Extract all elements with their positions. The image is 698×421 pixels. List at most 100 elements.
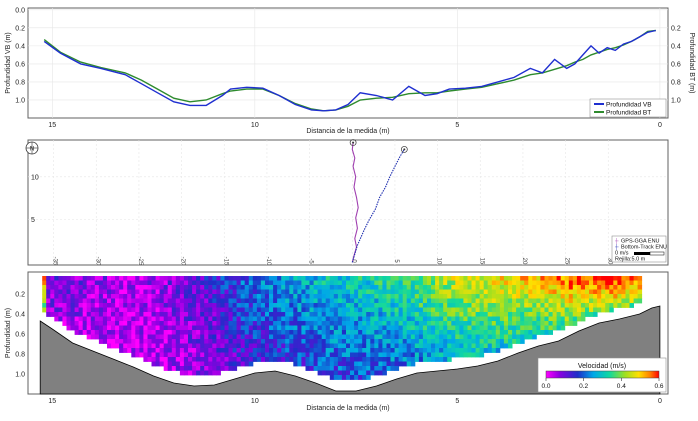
velocity-cell — [196, 303, 201, 308]
velocity-cell — [139, 312, 144, 317]
velocity-cell — [289, 325, 294, 331]
velocity-cell — [135, 285, 140, 290]
velocity-cell — [422, 276, 428, 281]
velocity-cell — [220, 312, 225, 317]
velocity-cell — [309, 361, 314, 367]
velocity-cell — [536, 330, 541, 335]
velocity-cell — [236, 307, 242, 313]
velocity-cell — [382, 321, 387, 326]
velocity-cell — [544, 276, 549, 281]
velocity-cell — [593, 289, 598, 295]
velocity-cell — [625, 303, 630, 308]
velocity-cell — [386, 325, 391, 331]
velocity-cell — [398, 303, 404, 308]
velocity-cell — [183, 307, 189, 313]
velocity-cell — [337, 280, 343, 286]
velocity-cell — [516, 316, 521, 322]
velocity-cell — [443, 321, 448, 326]
velocity-cell — [281, 285, 286, 290]
velocity-cell — [337, 343, 343, 349]
velocity-cell — [512, 339, 517, 344]
velocity-cell — [252, 294, 258, 299]
velocity-cell — [512, 298, 517, 304]
velocity-cell — [362, 375, 367, 380]
velocity-cell — [269, 298, 274, 304]
velocity-cell — [98, 298, 104, 304]
velocity-cell — [605, 280, 610, 286]
velocity-cell — [467, 330, 472, 335]
colorbar-ticks: 0.0 0.2 0.4 0.6 — [541, 378, 664, 390]
velocity-cell — [402, 303, 408, 308]
velocity-cell — [281, 294, 286, 299]
velocity-cell — [512, 316, 517, 322]
velocity-cell — [123, 294, 128, 299]
velocity-cell — [621, 285, 626, 290]
velocity-cell — [427, 348, 432, 353]
velocity-cell — [390, 298, 395, 304]
velocity-cell — [410, 339, 416, 344]
velocity-cell — [167, 303, 173, 308]
velocity-cell — [459, 294, 464, 299]
velocity-cell — [516, 276, 521, 281]
velocity-cell — [305, 298, 310, 304]
velocity-cell — [285, 330, 290, 335]
velocity-cell — [414, 339, 420, 344]
velocity-cell — [256, 330, 262, 335]
velocity-cell — [66, 321, 71, 326]
velocity-cell — [256, 316, 262, 322]
velocity-cell — [70, 312, 75, 317]
velocity-cell — [390, 352, 395, 358]
velocity-cell — [285, 352, 290, 358]
velocity-cell — [200, 316, 205, 322]
velocity-cell — [346, 285, 351, 290]
velocity-cell — [321, 280, 327, 286]
velocity-cell — [78, 303, 84, 308]
velocity-cell — [321, 370, 327, 376]
velocity-cell — [459, 312, 464, 317]
velocity-cell — [232, 348, 238, 353]
velocity-cell — [560, 325, 566, 331]
velocity-cell — [111, 325, 116, 331]
velocity-cell — [74, 312, 80, 317]
velocity-cell — [252, 303, 258, 308]
velocity-cell — [544, 298, 549, 304]
velocity-cell — [196, 276, 201, 281]
velocity-cell — [301, 330, 306, 335]
velocity-cell — [269, 330, 274, 335]
velocity-cell — [503, 321, 509, 326]
velocity-cell — [143, 285, 148, 290]
velocity-cell — [277, 352, 282, 358]
velocity-cell — [135, 343, 140, 349]
velocity-cell — [317, 298, 323, 304]
velocity-cell — [528, 307, 533, 313]
velocity-cell — [208, 289, 213, 295]
velocity-cell — [289, 343, 294, 349]
velocity-cell — [605, 276, 610, 281]
velocity-cell — [273, 298, 278, 304]
velocity-cell — [147, 298, 152, 304]
velocity-cell — [576, 316, 582, 322]
velocity-cell — [398, 361, 404, 367]
velocity-cell — [98, 285, 104, 290]
velocity-cell — [325, 339, 331, 344]
velocity-cell — [163, 357, 169, 362]
velocity-cell — [220, 303, 225, 308]
velocity-cell — [447, 357, 452, 362]
velocity-cell — [147, 321, 152, 326]
velocity-cell — [309, 330, 314, 335]
velocity-cell — [289, 285, 294, 290]
velocity-cell — [491, 348, 497, 353]
velocity-cell — [269, 294, 274, 299]
velocity-cell — [589, 294, 594, 299]
velocity-cell — [459, 325, 464, 331]
velocity-cell — [256, 321, 262, 326]
velocity-cell — [127, 334, 132, 340]
velocity-cell — [228, 307, 233, 313]
velocity-cell — [621, 303, 626, 308]
velocity-cell — [281, 357, 286, 362]
velocity-cell — [503, 330, 509, 335]
velocity-cell — [244, 294, 250, 299]
velocity-cell — [358, 280, 363, 286]
velocity-cell — [131, 280, 136, 286]
velocity-cell — [260, 294, 266, 299]
